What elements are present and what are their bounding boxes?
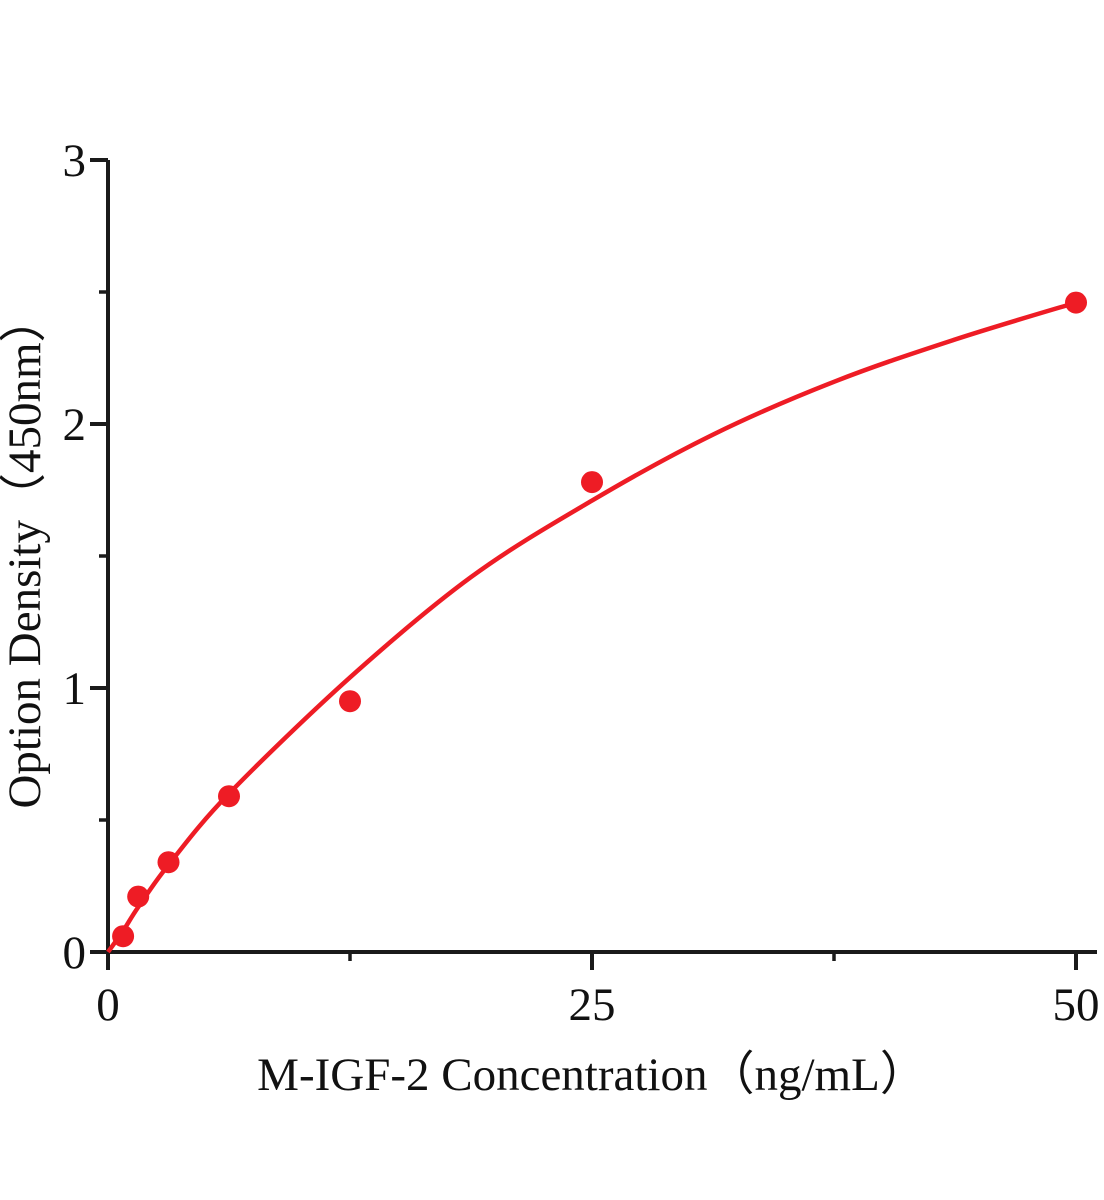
data-point (127, 885, 150, 908)
y-tick-label-3: 3 (63, 135, 87, 187)
x-tick-label-50: 50 (1053, 979, 1100, 1031)
data-point (218, 785, 240, 808)
y-axis-title: Option Density（450nm） (0, 295, 51, 808)
y-tick-label-1: 1 (63, 663, 87, 715)
x-axis-title: M-IGF-2 Concentration（ng/mL） (257, 1049, 927, 1101)
data-point (339, 690, 361, 713)
y-tick-label-2: 2 (63, 399, 87, 451)
x-tick-label-0: 0 (96, 979, 120, 1031)
x-tick-label-25: 25 (569, 979, 616, 1031)
axis-ticks (90, 158, 1078, 970)
data-point (1065, 291, 1087, 314)
data-point (581, 471, 603, 494)
data-point (112, 925, 135, 948)
data-points-group (112, 291, 1087, 948)
data-point (157, 851, 180, 874)
fit-curve-path (106, 300, 1077, 954)
fit-curve-group (106, 300, 1077, 954)
y-tick-label-0: 0 (63, 927, 87, 979)
